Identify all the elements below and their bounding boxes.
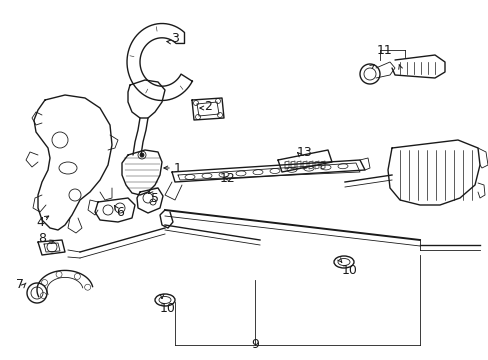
Text: 2: 2	[203, 100, 211, 113]
Text: 10: 10	[160, 302, 176, 315]
Text: 13: 13	[297, 145, 312, 158]
Text: 11: 11	[376, 44, 392, 57]
Text: 9: 9	[250, 338, 259, 351]
Text: 8: 8	[38, 231, 46, 244]
Text: 10: 10	[342, 264, 357, 276]
Text: 1: 1	[174, 162, 182, 175]
Text: 5: 5	[151, 192, 159, 204]
Text: 7: 7	[16, 279, 24, 292]
Text: 12: 12	[220, 171, 235, 184]
Text: 3: 3	[171, 31, 179, 45]
Circle shape	[140, 153, 143, 157]
Text: 6: 6	[116, 206, 123, 219]
Text: 4: 4	[36, 216, 44, 229]
